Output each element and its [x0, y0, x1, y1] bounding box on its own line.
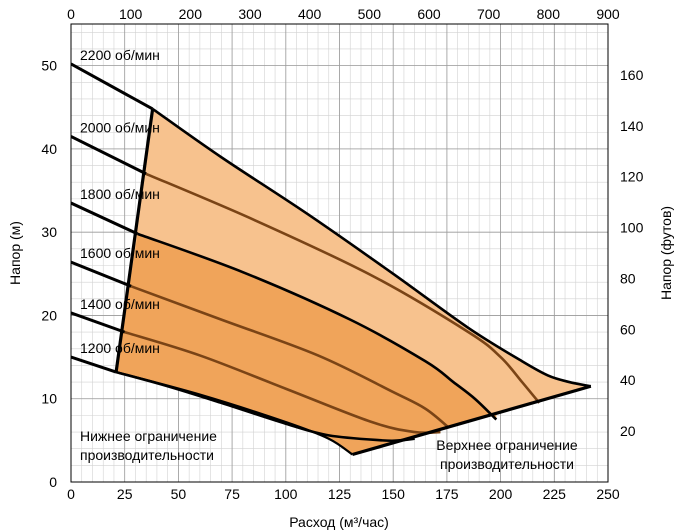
upper-limit-label-line2: производительности: [440, 456, 574, 472]
y2-tick-label: 100: [620, 220, 644, 236]
rpm-labels: 1200 об/мин 1400 об/мин 1600 об/мин 1800 об…: [80, 47, 160, 356]
x-tick-label: 50: [171, 486, 187, 502]
x2-tick-label: 0: [67, 6, 75, 22]
x2-tick-label: 400: [298, 6, 322, 22]
rpm-curve: [145, 172, 541, 404]
x-tick-label: 125: [328, 486, 352, 502]
lower-limit-line: [114, 108, 155, 373]
rpm-curve-lead: [71, 355, 117, 374]
y2-tick-label: 160: [620, 67, 644, 83]
rpm-label: 1400 об/мин: [80, 296, 160, 312]
rpm-curve-lead: [71, 201, 139, 236]
y2-tick-label: 80: [620, 270, 636, 286]
y-tick-label: 50: [41, 58, 57, 74]
rpm-curve: [130, 285, 450, 429]
rpm-curve-lead: [71, 260, 132, 288]
rpm-curve-lead: [71, 135, 147, 176]
x-tick-label: 25: [117, 486, 133, 502]
rpm-curve-lead: [71, 311, 126, 334]
x-tick-label: 200: [489, 486, 513, 502]
y2-tick-label: 120: [620, 169, 644, 185]
y2-tick-label: 140: [620, 118, 644, 134]
y-tick-label: 40: [41, 141, 57, 157]
x-tick-label: 100: [274, 486, 298, 502]
rpm-label: 1200 об/мин: [80, 340, 160, 356]
rpm-curve-lead: [71, 62, 154, 111]
rpm-curve: [124, 330, 441, 435]
x2-tick-label: 700: [477, 6, 501, 22]
rpm-label: 2200 об/мин: [80, 47, 160, 63]
bottom-boundary-line: [115, 371, 354, 456]
x2-tick-label: 500: [358, 6, 382, 22]
x-axis-label: Расход (м³/час): [289, 514, 389, 530]
rpm-label: 1600 об/мин: [80, 245, 160, 261]
x-tick-label: 75: [224, 486, 240, 502]
y-tick-label: 10: [41, 391, 57, 407]
rpm-label: 2000 об/мин: [80, 119, 160, 135]
limit-lines: [114, 108, 592, 457]
lower-limit-label-line2: производительности: [80, 447, 214, 463]
lower-limit-label-line1: Нижнее ограничение: [80, 428, 217, 444]
x2-tick-label: 200: [179, 6, 203, 22]
y2-tick-label: 40: [620, 372, 636, 388]
y2-axis-label: Напор (футов): [658, 206, 674, 300]
x2-tick-label: 100: [119, 6, 143, 22]
x2-tick-label: 600: [417, 6, 441, 22]
operating-regions: [116, 108, 591, 455]
y-tick-label: 30: [41, 224, 57, 240]
x2-tick-label: 800: [537, 6, 561, 22]
plot-frame: [70, 23, 609, 483]
rpm-curve: [137, 232, 498, 421]
x-tick-label: 0: [67, 486, 75, 502]
x2-tick-label: 300: [238, 6, 262, 22]
x-tick-label: 150: [382, 486, 406, 502]
rpm-curve: [151, 107, 592, 388]
upper-limit-line: [351, 384, 592, 457]
lower-operating-region: [116, 233, 497, 455]
y-tick-label: 0: [49, 474, 57, 490]
x2-tick-label: 900: [596, 6, 620, 22]
y-tick-label: 20: [41, 307, 57, 323]
axis-ticks: 0 25 50 75 100 125 150 175 200 225 250010203040500…: [41, 6, 643, 502]
x-tick-label: 250: [596, 486, 620, 502]
y-axis-label: Напор (м): [7, 221, 23, 285]
y2-tick-label: 20: [620, 423, 636, 439]
y2-tick-label: 60: [620, 321, 636, 337]
x-tick-label: 175: [435, 486, 459, 502]
rpm-label: 1800 об/мин: [80, 186, 160, 202]
x-tick-label: 225: [543, 486, 567, 502]
upper-limit-label-line1: Верхнее ограничение: [436, 437, 578, 453]
